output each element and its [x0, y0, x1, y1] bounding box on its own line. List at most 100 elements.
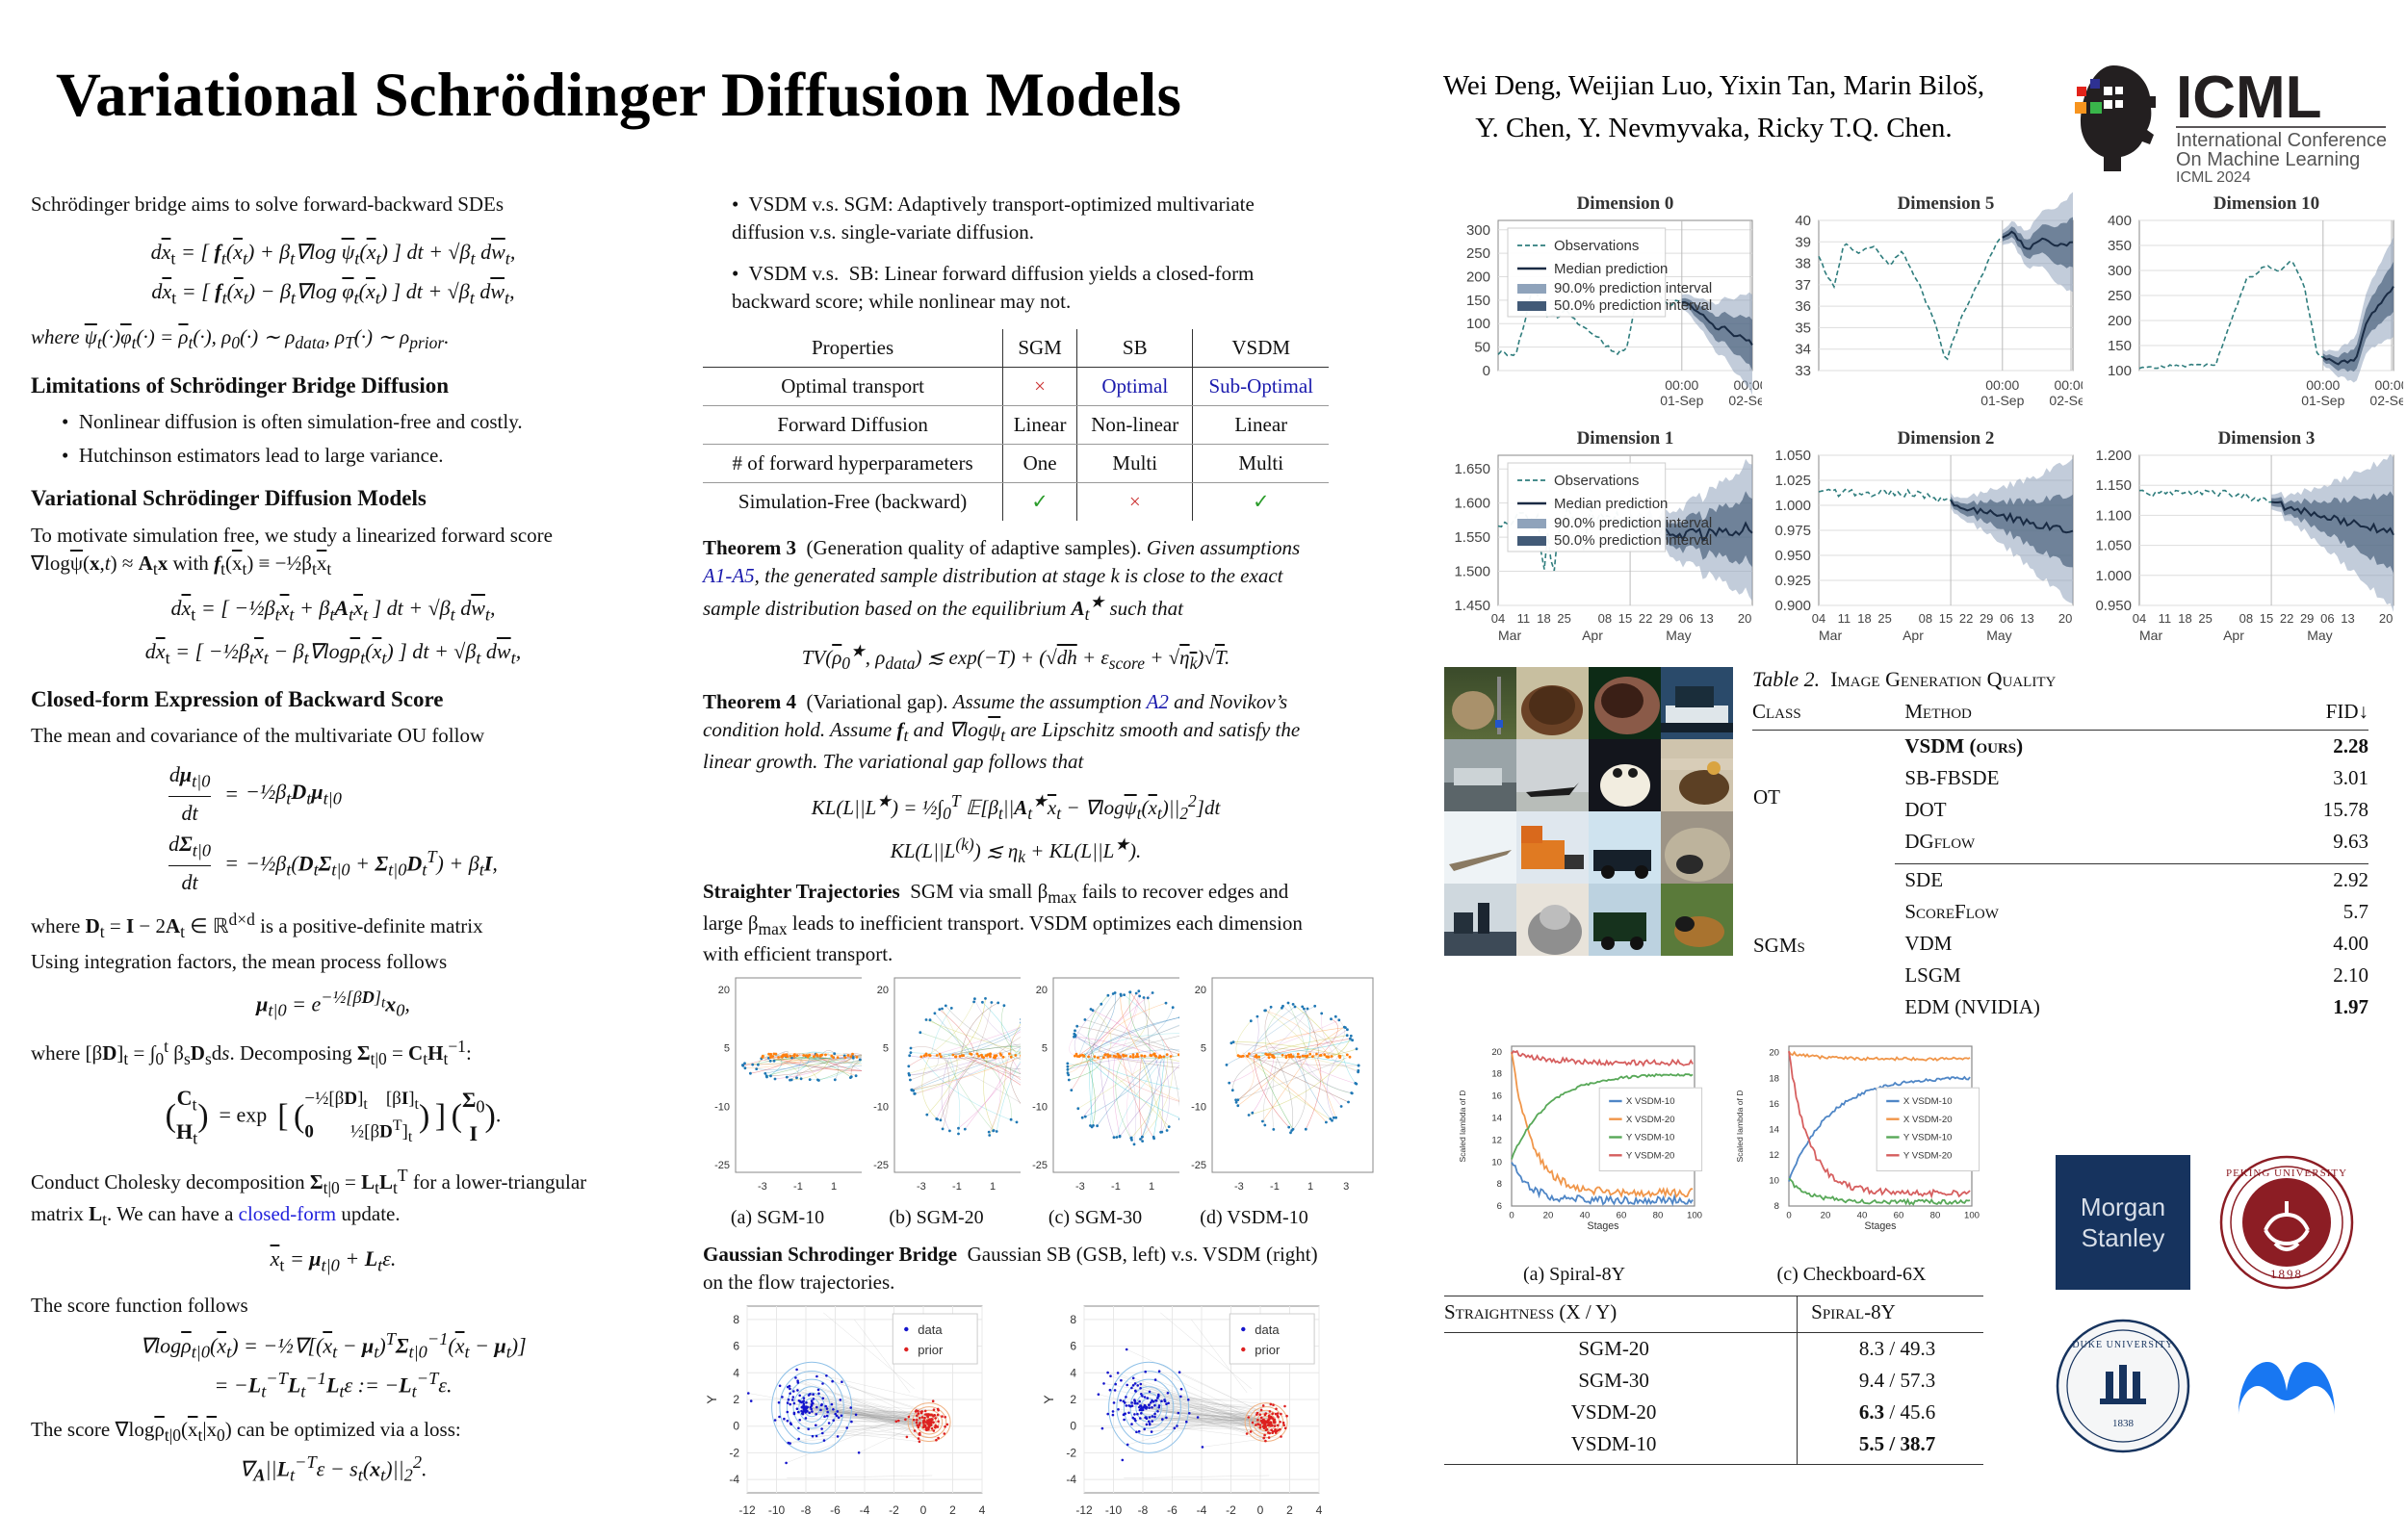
- svg-text:Stages: Stages: [1865, 1220, 1897, 1232]
- svg-text:2: 2: [949, 1503, 956, 1517]
- svg-text:1.050: 1.050: [2095, 538, 2132, 554]
- svg-text:80: 80: [1930, 1211, 1941, 1221]
- svg-text:-4: -4: [860, 1503, 870, 1517]
- svg-text:8: 8: [1070, 1313, 1076, 1326]
- svg-text:10: 10: [1491, 1157, 1502, 1168]
- svg-text:-12: -12: [738, 1503, 756, 1517]
- svg-text:-1: -1: [1111, 1181, 1121, 1193]
- svg-text:18: 18: [1857, 611, 1871, 626]
- svg-text:-2: -2: [729, 1447, 739, 1460]
- svg-text:11: 11: [2159, 611, 2172, 626]
- svg-text:06: 06: [2000, 611, 2013, 626]
- svg-text:14: 14: [1769, 1124, 1779, 1135]
- svg-text:prior: prior: [1255, 1343, 1281, 1357]
- svg-text:350: 350: [2108, 238, 2132, 254]
- svg-text:14: 14: [1491, 1114, 1502, 1124]
- svg-text:6: 6: [1070, 1340, 1076, 1353]
- svg-text:-10: -10: [768, 1503, 786, 1517]
- svg-text:29: 29: [2300, 611, 2314, 626]
- svg-text:Apr: Apr: [1582, 628, 1603, 643]
- svg-text:3: 3: [1343, 1181, 1349, 1193]
- svg-text:25: 25: [1557, 611, 1570, 626]
- svg-text:2: 2: [1070, 1393, 1076, 1406]
- svg-text:40: 40: [1580, 1211, 1591, 1221]
- svg-text:01-Sep: 01-Sep: [1980, 393, 2024, 408]
- svg-text:100: 100: [1964, 1211, 1980, 1221]
- svg-text:18: 18: [1769, 1073, 1779, 1084]
- svg-text:34: 34: [1795, 342, 1811, 358]
- svg-text:02-Sep: 02-Sep: [2369, 393, 2403, 408]
- svg-text:39: 39: [1795, 234, 1811, 250]
- svg-text:11: 11: [1517, 611, 1531, 626]
- svg-text:20: 20: [2379, 611, 2393, 626]
- svg-text:Dimension 3: Dimension 3: [2218, 428, 2316, 449]
- svg-text:20: 20: [877, 985, 889, 996]
- svg-text:20: 20: [718, 985, 730, 996]
- svg-text:-3: -3: [917, 1181, 926, 1193]
- svg-text:0: 0: [1509, 1211, 1514, 1221]
- svg-text:22: 22: [1639, 611, 1652, 626]
- svg-text:6: 6: [733, 1340, 739, 1353]
- svg-text:-4: -4: [1197, 1503, 1207, 1517]
- svg-text:1: 1: [1149, 1181, 1154, 1193]
- svg-text:36: 36: [1795, 298, 1811, 315]
- svg-text:1.550: 1.550: [1454, 529, 1490, 546]
- svg-text:Median prediction: Median prediction: [1554, 496, 1668, 512]
- svg-text:40: 40: [1795, 213, 1811, 229]
- svg-text:16: 16: [1769, 1099, 1779, 1110]
- svg-text:May: May: [1666, 628, 1691, 643]
- svg-text:200: 200: [1466, 270, 1490, 286]
- svg-text:X VSDM-10: X VSDM-10: [1903, 1096, 1953, 1107]
- svg-text:25: 25: [1877, 611, 1891, 626]
- svg-text:01-Sep: 01-Sep: [2301, 393, 2344, 408]
- svg-text:29: 29: [1980, 611, 1993, 626]
- svg-text:250: 250: [2108, 288, 2132, 304]
- svg-text:Scaled lambda of D: Scaled lambda of D: [1458, 1091, 1467, 1163]
- svg-text:1.200: 1.200: [2095, 448, 2132, 464]
- svg-text:8: 8: [733, 1313, 739, 1326]
- svg-text:13: 13: [1699, 611, 1713, 626]
- svg-text:1.000: 1.000: [1774, 498, 1811, 514]
- svg-text:0.950: 0.950: [1774, 548, 1811, 564]
- svg-text:X VSDM-20: X VSDM-20: [1903, 1115, 1953, 1125]
- svg-text:Apr: Apr: [2223, 628, 2244, 643]
- svg-text:Dimension 2: Dimension 2: [1898, 428, 1995, 449]
- svg-text:1: 1: [990, 1181, 996, 1193]
- svg-text:0.900: 0.900: [1774, 598, 1811, 614]
- svg-text:01-Sep: 01-Sep: [1660, 393, 1703, 408]
- svg-text:250: 250: [1466, 245, 1490, 262]
- svg-text:-1: -1: [1270, 1181, 1280, 1193]
- svg-text:DUKE UNIVERSITY: DUKE UNIVERSITY: [2072, 1340, 2173, 1350]
- svg-text:-25: -25: [1032, 1160, 1048, 1171]
- svg-text:4: 4: [733, 1367, 739, 1380]
- svg-text:150: 150: [1466, 293, 1490, 309]
- svg-text:18: 18: [1537, 611, 1550, 626]
- svg-text:PEKING UNIVERSITY: PEKING UNIVERSITY: [2226, 1168, 2347, 1179]
- svg-text:Stages: Stages: [1588, 1220, 1619, 1232]
- svg-text:1.050: 1.050: [1774, 448, 1811, 464]
- svg-text:80: 80: [1653, 1211, 1664, 1221]
- svg-text:-2: -2: [889, 1503, 899, 1517]
- svg-text:16: 16: [1491, 1091, 1502, 1102]
- svg-text:Y VSDM-10: Y VSDM-10: [1903, 1133, 1952, 1143]
- svg-text:60: 60: [1894, 1211, 1904, 1221]
- svg-text:0.950: 0.950: [2095, 598, 2132, 614]
- svg-text:-6: -6: [1167, 1503, 1178, 1517]
- svg-text:20: 20: [1195, 985, 1206, 996]
- svg-text:Observations: Observations: [1554, 238, 1639, 254]
- svg-text:06: 06: [1679, 611, 1693, 626]
- svg-text:-25: -25: [873, 1160, 889, 1171]
- svg-text:04: 04: [2133, 611, 2146, 626]
- svg-text:Mar: Mar: [1498, 628, 1521, 643]
- svg-text:02-Sep: 02-Sep: [1728, 393, 1762, 408]
- svg-text:08: 08: [2239, 611, 2253, 626]
- svg-text:8: 8: [1497, 1179, 1502, 1190]
- svg-text:100: 100: [1466, 316, 1490, 332]
- svg-text:Median prediction: Median prediction: [1554, 261, 1668, 277]
- svg-text:1: 1: [831, 1181, 837, 1193]
- svg-text:0: 0: [1070, 1420, 1076, 1433]
- svg-text:1898: 1898: [2270, 1267, 2303, 1281]
- svg-text:-10: -10: [873, 1101, 889, 1113]
- svg-text:200: 200: [2108, 313, 2132, 329]
- svg-text:-1: -1: [793, 1181, 803, 1193]
